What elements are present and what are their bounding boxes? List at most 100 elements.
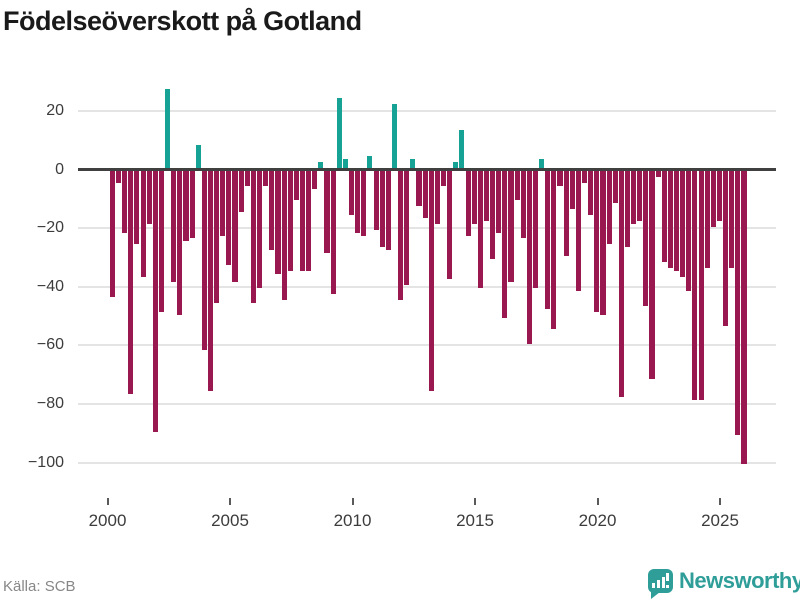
bar-2020-Q3[interactable] <box>612 171 618 204</box>
bar-2017-Q2[interactable] <box>532 171 539 289</box>
bar-2014-Q1[interactable] <box>453 162 459 168</box>
bar-2009-Q1[interactable] <box>330 171 336 295</box>
bar-2025-Q2[interactable] <box>729 171 735 268</box>
bar-2025-Q4[interactable] <box>741 171 747 464</box>
bar-2016-Q4[interactable] <box>520 171 526 239</box>
bar-2002-Q2[interactable] <box>165 88 171 168</box>
bar-2000-Q4[interactable] <box>128 171 134 394</box>
bar-2003-Q3[interactable] <box>195 144 201 168</box>
bar-2019-Q2[interactable] <box>582 171 588 183</box>
bar-2011-Q1[interactable] <box>379 171 385 248</box>
bar-2017-Q1[interactable] <box>526 171 532 344</box>
bar-2009-Q4[interactable] <box>348 171 355 215</box>
bar-2024-Q2[interactable] <box>704 171 710 268</box>
bar-2005-Q2[interactable] <box>238 171 244 212</box>
bar-2018-Q1[interactable] <box>551 171 557 330</box>
bar-2011-Q2[interactable] <box>385 171 391 251</box>
bar-2005-Q3[interactable] <box>244 171 250 186</box>
bar-2000-Q1[interactable] <box>109 171 115 297</box>
bar-2006-Q2[interactable] <box>263 171 269 186</box>
bar-2003-Q4[interactable] <box>201 171 207 350</box>
bar-2010-Q2[interactable] <box>361 171 367 236</box>
bar-2015-Q2[interactable] <box>483 171 490 221</box>
bar-2013-Q2[interactable] <box>434 171 440 224</box>
bar-2004-Q1[interactable] <box>207 171 214 391</box>
bar-2006-Q1[interactable] <box>257 171 263 289</box>
bar-2006-Q4[interactable] <box>275 171 281 274</box>
bar-2000-Q2[interactable] <box>115 171 122 183</box>
bar-2001-Q3[interactable] <box>146 171 152 224</box>
bar-2022-Q4[interactable] <box>667 171 673 268</box>
bar-2012-Q4[interactable] <box>422 171 428 218</box>
bar-2024-Q3[interactable] <box>710 171 716 227</box>
bar-2021-Q1[interactable] <box>624 171 631 248</box>
bar-2013-Q4[interactable] <box>447 171 453 280</box>
bar-2025-Q3[interactable] <box>735 171 741 435</box>
bar-2008-Q3[interactable] <box>318 162 324 168</box>
bar-2009-Q3[interactable] <box>342 159 348 168</box>
bar-2010-Q3[interactable] <box>367 156 373 168</box>
bar-2015-Q3[interactable] <box>490 171 496 259</box>
bar-2021-Q2[interactable] <box>631 171 637 224</box>
bar-2024-Q1[interactable] <box>698 171 704 400</box>
bar-2007-Q4[interactable] <box>299 171 306 271</box>
bar-2023-Q1[interactable] <box>673 171 680 271</box>
bar-2007-Q3[interactable] <box>293 171 299 201</box>
bar-2001-Q1[interactable] <box>134 171 140 245</box>
bar-2008-Q1[interactable] <box>306 171 312 271</box>
bar-2015-Q4[interactable] <box>496 171 502 233</box>
bar-2013-Q3[interactable] <box>440 171 447 186</box>
bar-2014-Q3[interactable] <box>465 171 471 236</box>
bar-2004-Q2[interactable] <box>214 171 220 303</box>
bar-2018-Q2[interactable] <box>557 171 563 186</box>
bar-2014-Q4[interactable] <box>471 171 477 224</box>
bar-2010-Q4[interactable] <box>373 171 379 230</box>
bar-2007-Q1[interactable] <box>281 171 287 300</box>
bar-2007-Q2[interactable] <box>287 171 293 271</box>
bar-2017-Q3[interactable] <box>539 159 545 168</box>
bar-2014-Q2[interactable] <box>459 129 465 168</box>
bar-2010-Q1[interactable] <box>355 171 361 233</box>
bar-2002-Q4[interactable] <box>177 171 183 315</box>
bar-2012-Q3[interactable] <box>416 171 422 207</box>
bar-2004-Q3[interactable] <box>220 171 226 236</box>
bar-2022-Q3[interactable] <box>661 171 667 262</box>
bar-2011-Q4[interactable] <box>398 171 404 300</box>
bar-2001-Q2[interactable] <box>140 171 146 277</box>
bar-2000-Q3[interactable] <box>122 171 128 233</box>
bar-2023-Q4[interactable] <box>692 171 698 400</box>
bar-2022-Q1[interactable] <box>649 171 655 379</box>
bar-2021-Q3[interactable] <box>637 171 643 221</box>
bar-2024-Q4[interactable] <box>716 171 723 221</box>
bar-2008-Q2[interactable] <box>312 171 318 189</box>
bar-2005-Q1[interactable] <box>232 171 238 283</box>
bar-2006-Q3[interactable] <box>269 171 275 251</box>
bar-2002-Q1[interactable] <box>158 171 165 312</box>
bar-2011-Q3[interactable] <box>391 103 398 168</box>
bar-2008-Q4[interactable] <box>324 171 330 253</box>
bar-2012-Q2[interactable] <box>410 159 416 168</box>
bar-2025-Q1[interactable] <box>723 171 729 327</box>
bar-2022-Q2[interactable] <box>655 171 661 177</box>
bar-2021-Q4[interactable] <box>643 171 649 306</box>
bar-2019-Q4[interactable] <box>594 171 600 312</box>
bar-2020-Q4[interactable] <box>618 171 624 397</box>
bar-2016-Q1[interactable] <box>502 171 508 318</box>
bar-2017-Q4[interactable] <box>545 171 551 309</box>
bar-2019-Q1[interactable] <box>575 171 581 292</box>
bar-2009-Q2[interactable] <box>336 97 342 168</box>
bar-2005-Q4[interactable] <box>250 171 256 303</box>
bar-2016-Q2[interactable] <box>508 171 514 283</box>
bar-2020-Q1[interactable] <box>600 171 606 315</box>
bar-2020-Q2[interactable] <box>606 171 612 245</box>
bar-2016-Q3[interactable] <box>514 171 520 201</box>
bar-2018-Q3[interactable] <box>563 171 569 256</box>
bar-2012-Q1[interactable] <box>404 171 410 286</box>
bar-2003-Q1[interactable] <box>183 171 189 242</box>
bar-2023-Q2[interactable] <box>680 171 686 277</box>
bar-2004-Q4[interactable] <box>226 171 232 265</box>
bar-2002-Q3[interactable] <box>171 171 177 283</box>
bar-2023-Q3[interactable] <box>686 171 692 292</box>
bar-2015-Q1[interactable] <box>477 171 483 289</box>
bar-2001-Q4[interactable] <box>152 171 158 432</box>
